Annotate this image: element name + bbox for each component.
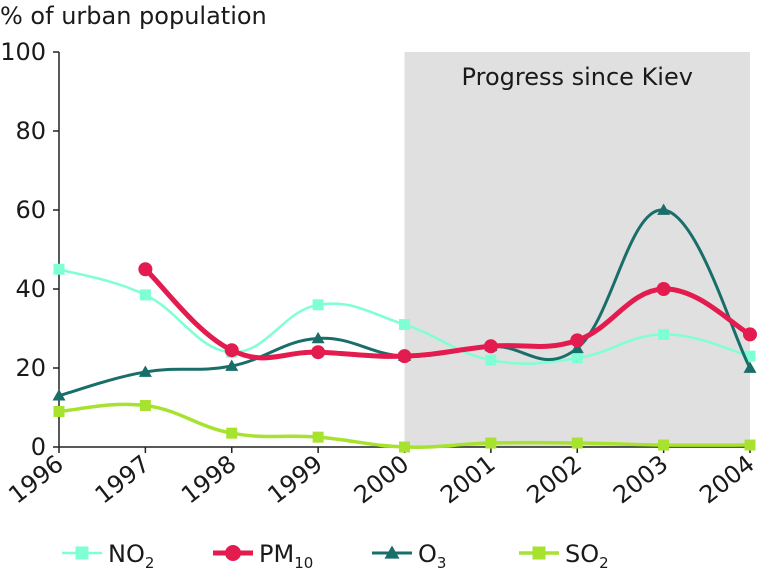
data-point: [399, 441, 410, 453]
legend-item: PM10: [213, 540, 313, 572]
legend-swatch-marker: [532, 546, 546, 560]
data-point: [139, 400, 151, 412]
data-point: [138, 262, 153, 277]
legend-label-subscript: 3: [437, 554, 447, 572]
x-tick-label: 1998: [176, 450, 241, 510]
data-point: [311, 345, 326, 360]
legend-label-subscript: 2: [599, 554, 609, 572]
legend-swatch-marker: [225, 545, 241, 561]
y-tick-label: 40: [15, 275, 46, 303]
y-tick-label: 20: [15, 354, 46, 382]
data-point: [570, 333, 585, 348]
legend-label-subscript: 2: [145, 554, 155, 572]
y-tick-label: 80: [15, 117, 46, 145]
legend-label-text: SO: [565, 540, 599, 568]
legend: NO2 PM10 O3 SO2: [62, 540, 609, 572]
data-point: [658, 328, 670, 340]
data-point: [744, 439, 756, 451]
data-point: [485, 354, 497, 366]
shaded-region-label: Progress since Kiev: [462, 63, 693, 91]
legend-label: PM10: [259, 540, 313, 572]
data-point: [225, 359, 239, 371]
shaded-region: [404, 52, 750, 447]
data-point: [657, 203, 671, 215]
data-point: [138, 365, 152, 377]
legend-label-text: NO: [108, 540, 145, 568]
data-point: [224, 343, 239, 358]
data-point: [485, 437, 497, 449]
data-point: [226, 427, 238, 439]
legend-swatch-marker: [384, 545, 400, 559]
shaded-region-layer: [404, 52, 750, 447]
y-axis-label: % of urban population: [0, 2, 267, 30]
legend-swatch-marker: [75, 546, 89, 560]
legend-label-subscript: 10: [294, 554, 313, 572]
legend-label-text: O: [418, 540, 437, 568]
x-tick-label: 1999: [262, 450, 327, 510]
series-so2: [53, 400, 756, 453]
series-pm10: [138, 262, 757, 364]
data-point: [311, 331, 325, 344]
legend-item: NO2: [62, 540, 154, 572]
data-point: [483, 339, 498, 354]
data-point: [743, 361, 757, 373]
data-point: [397, 349, 412, 364]
y-tick-label: 60: [15, 196, 46, 224]
x-tick-label: 1997: [90, 450, 155, 510]
data-point: [52, 389, 66, 401]
data-point: [571, 352, 583, 364]
data-point: [139, 289, 151, 301]
data-point: [743, 327, 757, 342]
y-tick-label: 0: [31, 433, 46, 461]
legend-item: SO2: [519, 540, 609, 572]
x-tick-label: 2000: [349, 450, 414, 510]
data-point: [658, 439, 670, 451]
data-point: [656, 282, 671, 296]
data-point: [399, 319, 410, 331]
data-point: [312, 299, 324, 311]
data-point: [53, 263, 65, 275]
series-no2: [53, 263, 756, 366]
legend-item: O3: [372, 540, 446, 572]
legend-label: O3: [418, 540, 446, 572]
data-point: [570, 341, 584, 354]
data-point: [53, 405, 65, 417]
legend-label: NO2: [108, 540, 154, 572]
data-point: [744, 350, 756, 362]
x-tick-label: 2004: [694, 450, 759, 510]
data-point: [571, 437, 583, 449]
x-tick-label: 2002: [522, 450, 587, 510]
x-tick-label: 2001: [435, 450, 500, 510]
x-tick-label: 2003: [608, 450, 673, 510]
legend-label-text: PM: [259, 540, 294, 568]
series-layer: [52, 203, 757, 453]
y-tick-label: 100: [0, 38, 46, 66]
data-point: [312, 431, 324, 443]
legend-label: SO2: [565, 540, 609, 572]
